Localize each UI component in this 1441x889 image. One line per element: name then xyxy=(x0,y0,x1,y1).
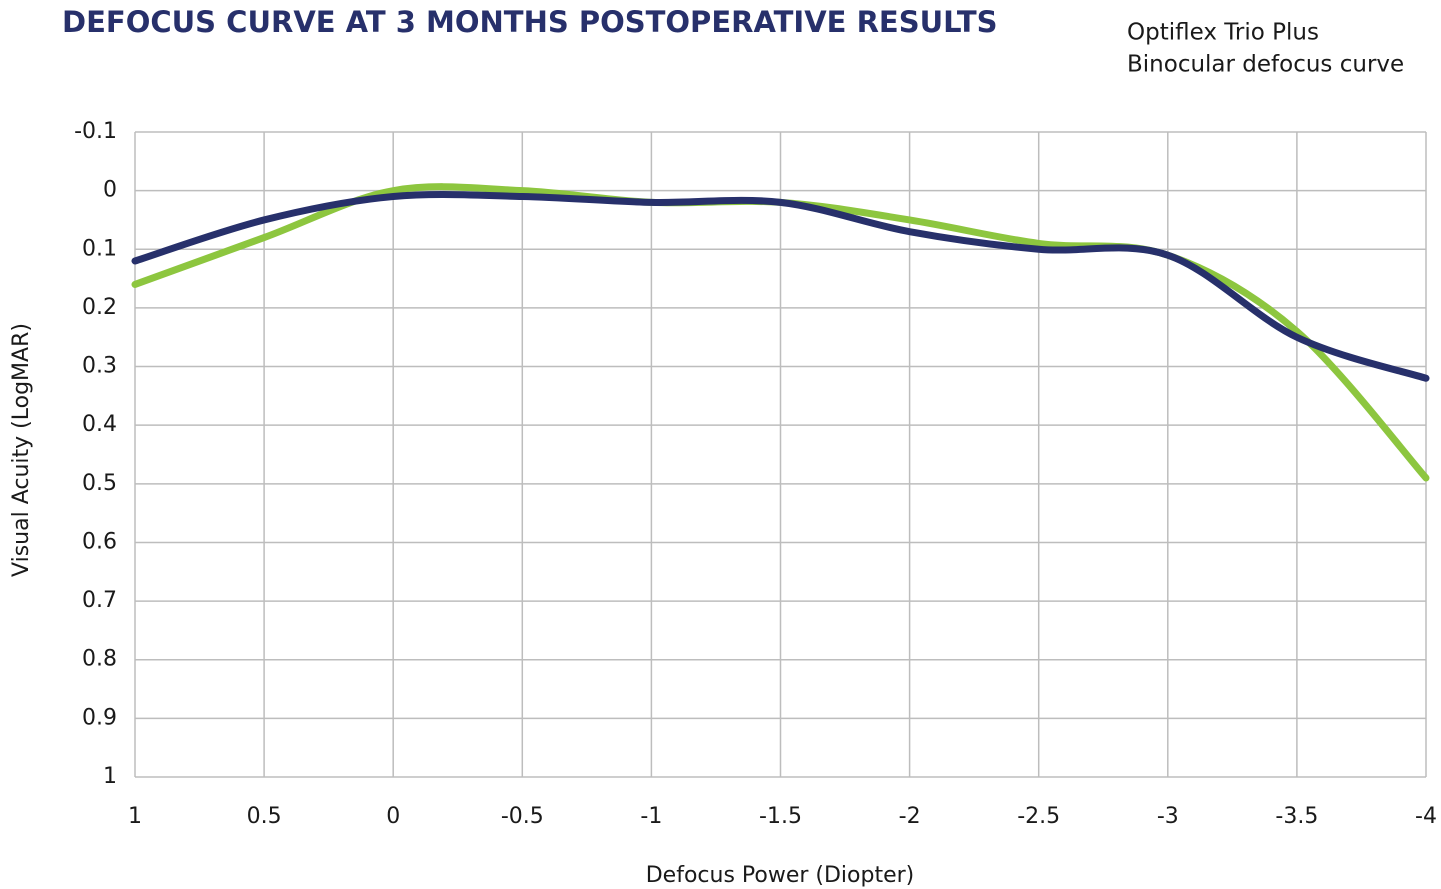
y-tick-label: 0.8 xyxy=(82,647,117,672)
y-tick-label: 0.2 xyxy=(82,295,117,320)
x-tick-label: -1 xyxy=(640,804,662,829)
x-tick-label: 0.5 xyxy=(247,804,282,829)
x-tick-label: -2.5 xyxy=(1017,804,1060,829)
y-tick-label: 0.4 xyxy=(82,412,117,437)
x-tick-label: 1 xyxy=(128,804,142,829)
x-tick-label: 0 xyxy=(386,804,400,829)
x-tick-label: -3.5 xyxy=(1275,804,1318,829)
y-axis-label: Visual Acuity (LogMAR) xyxy=(9,323,34,577)
x-axis-label: Defocus Power (Diopter) xyxy=(646,863,915,888)
subtitle: Binocular defocus curve xyxy=(1127,52,1404,78)
x-tick-label: -2 xyxy=(899,804,921,829)
y-tick-label: 0.1 xyxy=(82,236,117,261)
x-tick-label: -3 xyxy=(1157,804,1179,829)
y-tick-label: 1 xyxy=(103,764,117,789)
chart-title: DEFOCUS CURVE AT 3 MONTHS POSTOPERATIVE … xyxy=(62,5,998,39)
x-tick-label: -1.5 xyxy=(759,804,802,829)
y-tick-label: -0.1 xyxy=(74,119,117,144)
series-line xyxy=(131,191,1430,382)
subtitle: Optiflex Trio Plus xyxy=(1127,20,1319,46)
y-tick-label: 0.7 xyxy=(82,588,117,613)
x-tick-label: -4 xyxy=(1415,804,1437,829)
y-tick-label: 0 xyxy=(103,178,117,203)
y-tick-label: 0.3 xyxy=(82,354,117,379)
y-tick-label: 0.9 xyxy=(82,705,117,730)
y-tick-label: 0.5 xyxy=(82,471,117,496)
x-tick-label: -0.5 xyxy=(501,804,544,829)
y-tick-label: 0.6 xyxy=(82,529,117,554)
